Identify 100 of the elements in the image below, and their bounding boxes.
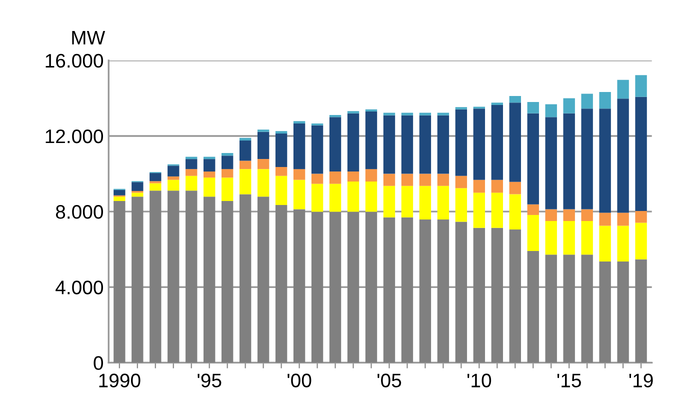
bar [419,112,432,116]
bar [383,186,396,218]
bar [437,186,450,220]
bar [635,222,647,260]
bar [617,226,629,262]
bar [168,180,180,191]
bar [419,115,432,174]
bar [545,104,557,118]
bar [222,169,234,178]
bar [617,212,629,226]
bar [365,182,378,212]
x-tick-label: '10 [467,374,492,388]
bar [491,180,503,193]
bar [365,169,378,182]
bar [311,125,324,174]
y-tick-label: 16.000 [46,54,104,68]
bar [114,190,126,196]
y-tick-label: 4.000 [56,280,104,294]
bar [383,115,396,174]
bar [617,80,629,99]
bar [473,108,486,180]
bar [329,172,342,184]
y-axis-title: MW [72,30,106,44]
bar [581,108,593,210]
bar [599,108,611,213]
bar [257,169,270,197]
bar [222,156,234,170]
bar [365,111,378,170]
bar [383,112,396,116]
bar [509,194,521,230]
bar [527,113,539,204]
bar [293,124,306,170]
bar [401,186,414,218]
bar [329,184,342,212]
x-tick-label: '95 [198,374,222,388]
bar [204,178,216,197]
bar [509,182,521,194]
bar [581,94,593,109]
bar [419,174,432,186]
bar [347,182,360,212]
bar [275,134,288,167]
bar [581,221,593,255]
bar [329,117,342,172]
bar [383,174,396,186]
bar [186,169,198,176]
bar [419,186,432,220]
bar [455,188,468,222]
bar [293,121,306,124]
bar [239,140,252,161]
bar [222,153,234,156]
bar [491,102,503,106]
bar [186,159,198,170]
y-tick-label: 0 [94,356,104,370]
bar [635,96,647,212]
bar [257,159,270,170]
bar [204,159,216,172]
bar [599,212,611,226]
bar [347,113,360,172]
bar [563,98,575,114]
bar [401,174,414,186]
bar [293,169,306,180]
bar [455,109,468,176]
bar [437,115,450,174]
bar [563,113,575,210]
bar [437,112,450,116]
bar [491,105,503,180]
bar [473,192,486,228]
bar [275,131,288,134]
bar [239,160,252,170]
bar [168,166,180,176]
bar [617,98,629,213]
bar [473,180,486,193]
bar [563,209,575,222]
x-tick-label: '15 [557,374,581,388]
bar [563,221,575,255]
bar [257,132,270,160]
bar [168,176,180,180]
bar [311,184,324,212]
bar [132,192,144,197]
bar [599,92,611,109]
bar [204,172,216,178]
bar [401,112,414,116]
y-tick-label: 12.000 [46,129,104,144]
bar [222,178,234,201]
bar [455,176,468,188]
bar [599,226,611,262]
bar [239,138,252,141]
bar [275,176,288,205]
bar [114,196,126,201]
bar [275,166,288,176]
bar [545,221,557,255]
bar [239,169,252,194]
bar [150,183,162,191]
bar [150,173,162,182]
bar [311,174,324,184]
bar [527,214,539,252]
bar [581,209,593,222]
bar [509,96,521,103]
bar [527,102,539,114]
x-tick-label: 1990 [99,374,140,388]
